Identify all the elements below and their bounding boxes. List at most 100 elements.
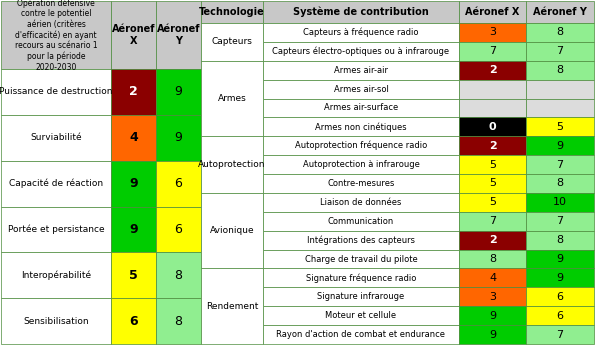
Bar [459, 325, 526, 344]
Bar [263, 268, 459, 287]
Bar [459, 287, 526, 306]
Bar [459, 80, 526, 99]
Text: Interopérabilité: Interopérabilité [21, 270, 91, 280]
Text: 2: 2 [129, 86, 138, 98]
Text: 9: 9 [129, 177, 138, 190]
Text: 5: 5 [489, 197, 496, 207]
Bar [111, 252, 156, 298]
Bar [111, 1, 156, 69]
Bar [526, 325, 594, 344]
Text: Communication: Communication [328, 217, 394, 226]
Bar [526, 23, 594, 42]
Text: 7: 7 [556, 216, 563, 226]
Text: 8: 8 [174, 315, 183, 328]
Text: 2: 2 [488, 65, 496, 75]
Text: Moteur et cellule: Moteur et cellule [325, 311, 396, 320]
Bar [526, 174, 594, 193]
Bar [263, 61, 459, 80]
Bar [459, 61, 526, 80]
Text: Capacité de réaction: Capacité de réaction [9, 179, 103, 188]
Text: 7: 7 [556, 329, 563, 339]
Bar [156, 115, 201, 161]
Text: 8: 8 [556, 28, 563, 38]
Text: 7: 7 [556, 46, 563, 56]
Text: Avionique: Avionique [209, 226, 254, 235]
Bar [111, 161, 156, 207]
Text: 7: 7 [489, 216, 496, 226]
Bar [1, 115, 111, 161]
Bar [156, 161, 201, 207]
Text: Système de contribution: Système de contribution [293, 7, 429, 17]
Text: Armes air-air: Armes air-air [334, 66, 388, 75]
Text: 7: 7 [556, 160, 563, 170]
Bar [201, 193, 263, 268]
Bar [263, 306, 459, 325]
Bar [201, 23, 263, 61]
Text: 10: 10 [553, 197, 567, 207]
Bar [263, 249, 459, 268]
Bar [1, 69, 111, 115]
Text: 2: 2 [488, 141, 496, 151]
Text: Autoprotection: Autoprotection [198, 160, 266, 169]
Text: Signature fréquence radio: Signature fréquence radio [306, 273, 416, 283]
Text: Contre-mesures: Contre-mesures [327, 179, 394, 188]
Text: Intégrations des capteurs: Intégrations des capteurs [307, 235, 415, 245]
Bar [263, 155, 459, 174]
Text: Capteurs électro-optiques ou à infrarouge: Capteurs électro-optiques ou à infraroug… [273, 47, 450, 56]
Text: 5: 5 [556, 122, 563, 132]
Text: 8: 8 [556, 65, 563, 75]
Bar [459, 193, 526, 212]
Text: 9: 9 [556, 273, 563, 283]
Text: 9: 9 [489, 329, 496, 339]
Text: Rendement: Rendement [206, 302, 258, 311]
Bar [526, 231, 594, 249]
Text: 6: 6 [556, 292, 563, 302]
Bar [156, 69, 201, 115]
Bar [459, 249, 526, 268]
Text: 6: 6 [174, 223, 183, 236]
Bar [263, 42, 459, 61]
Text: 6: 6 [129, 315, 138, 328]
Text: 2: 2 [488, 235, 496, 245]
Text: 7: 7 [489, 46, 496, 56]
Text: 5: 5 [489, 160, 496, 170]
Bar [1, 252, 111, 298]
Text: 8: 8 [556, 178, 563, 188]
Bar [111, 69, 156, 115]
Bar [526, 306, 594, 325]
Text: Armes: Armes [218, 94, 246, 103]
Bar [263, 174, 459, 193]
Text: Rayon d'action de combat et endurance: Rayon d'action de combat et endurance [277, 330, 446, 339]
Bar [1, 207, 111, 252]
Text: Puissance de destruction: Puissance de destruction [0, 87, 112, 96]
Bar [526, 249, 594, 268]
Text: 9: 9 [174, 131, 183, 144]
Bar [156, 252, 201, 298]
Bar [201, 1, 263, 23]
Text: 3: 3 [489, 292, 496, 302]
Bar [201, 61, 263, 136]
Text: 9: 9 [489, 311, 496, 321]
Text: Aéronef
Y: Aéronef Y [156, 24, 201, 46]
Text: Autoprotection à infrarouge: Autoprotection à infrarouge [303, 160, 419, 169]
Text: 5: 5 [489, 178, 496, 188]
Bar [526, 61, 594, 80]
Bar [263, 117, 459, 136]
Bar [459, 42, 526, 61]
Text: Portée et persistance: Portée et persistance [8, 225, 104, 234]
Text: Aéronef Y: Aéronef Y [533, 7, 587, 17]
Bar [1, 298, 111, 344]
Bar [459, 23, 526, 42]
Text: Armes non cinétiques: Armes non cinétiques [315, 122, 407, 131]
Bar [156, 298, 201, 344]
Text: 8: 8 [556, 235, 563, 245]
Bar [111, 115, 156, 161]
Text: 8: 8 [174, 269, 183, 282]
Bar [1, 1, 111, 69]
Bar [459, 1, 526, 23]
Bar [263, 325, 459, 344]
Bar [263, 136, 459, 155]
Bar [459, 268, 526, 287]
Text: 6: 6 [556, 311, 563, 321]
Bar [263, 212, 459, 231]
